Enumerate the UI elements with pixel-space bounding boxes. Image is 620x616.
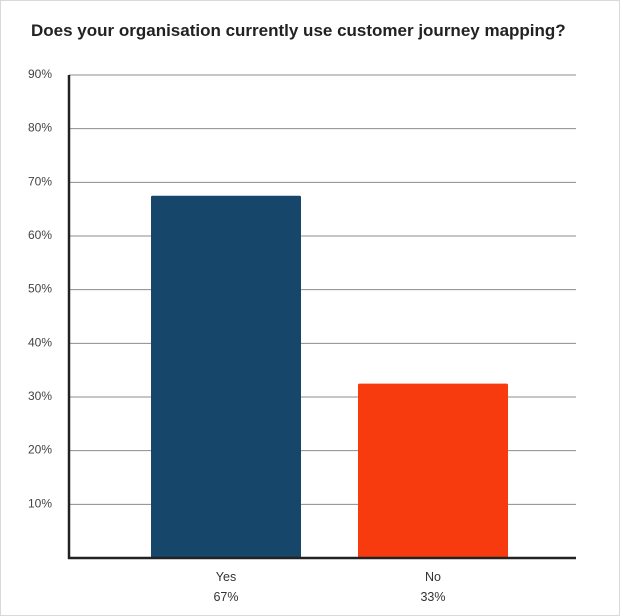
x-category-label: No (425, 570, 441, 584)
x-category-label: Yes (216, 570, 236, 584)
bar-no (358, 383, 508, 558)
y-tick-label: 20% (28, 443, 52, 457)
y-axis-ticks: 10% 20% 30% 40% 50% 60% 70% 80% 90% (28, 67, 52, 510)
data-label: 67% (213, 590, 238, 604)
y-tick-label: 90% (28, 67, 52, 81)
x-axis-labels: Yes 67% No 33% (213, 570, 445, 604)
y-tick-label: 70% (28, 174, 52, 188)
bars (151, 195, 508, 558)
y-tick-label: 40% (28, 335, 52, 349)
y-tick-label: 80% (28, 121, 52, 135)
y-tick-label: 50% (28, 282, 52, 296)
y-tick-label: 30% (28, 389, 52, 403)
y-tick-label: 60% (28, 228, 52, 242)
bar-yes (151, 195, 301, 558)
y-tick-label: 10% (28, 496, 52, 510)
data-label: 33% (420, 590, 445, 604)
chart-title: Does your organisation currently use cus… (31, 21, 566, 40)
